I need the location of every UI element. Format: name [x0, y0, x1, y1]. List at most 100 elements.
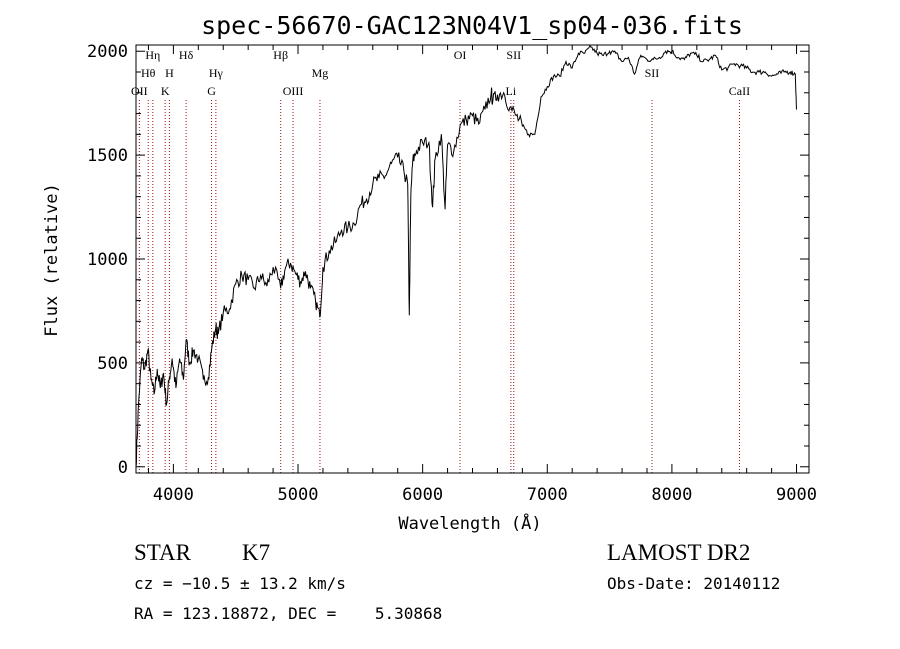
- spectrum-point: [189, 362, 190, 364]
- spectrum-point: [156, 368, 158, 370]
- spectrum-data: [135, 44, 797, 468]
- spectrum-point: [222, 312, 224, 314]
- spectrum-point: [359, 204, 361, 206]
- spectrum-point: [447, 144, 448, 146]
- spectrum-point: [175, 387, 177, 389]
- spectrum-point: [789, 71, 791, 73]
- spectrum-point: [285, 266, 286, 268]
- spectrum-point: [453, 150, 455, 152]
- spectrum-point: [740, 65, 741, 67]
- spectrum-point: [422, 142, 424, 144]
- spectrum-point: [665, 50, 667, 52]
- spectrum-point: [241, 275, 243, 277]
- spectrum-point: [640, 54, 642, 56]
- spectrum-point: [432, 206, 434, 208]
- chart-title: spec-56670-GAC123N04V1_sp04-036.fits: [201, 11, 743, 40]
- spectrum-point: [794, 73, 796, 75]
- spectrum-point: [553, 75, 554, 77]
- spectrum-point: [407, 183, 409, 185]
- x-tick-label: 7000: [527, 485, 568, 505]
- x-axis-label: Wavelength (Å): [398, 512, 541, 534]
- spectrum-point: [207, 377, 209, 378]
- line-label-5: Hδ: [179, 48, 194, 62]
- line-label-14: SII: [645, 66, 660, 80]
- spectrum-point: [150, 379, 152, 380]
- spectrum-point: [584, 52, 586, 54]
- spectrum-point: [721, 69, 723, 71]
- spectrum-point: [229, 308, 230, 310]
- spectrum-point: [615, 52, 617, 54]
- spectrum-point: [410, 196, 412, 198]
- spectral-line-markers: OII Hθ Hη KH Hδ G Hγ Hβ OIII Mg OI Li SII SII CaII: [131, 48, 750, 473]
- line-label-1: Hθ: [141, 66, 156, 80]
- spectrum-point: [492, 100, 494, 102]
- spectrum-point: [727, 67, 729, 69]
- spectrum-point: [521, 125, 523, 127]
- spectrum-point: [696, 54, 698, 56]
- spectrum-point: [403, 171, 405, 173]
- spectrum-point: [295, 273, 296, 274]
- spectrum-point: [347, 227, 349, 229]
- spectrum-point: [627, 57, 629, 58]
- spectrum-point: [290, 262, 291, 264]
- y-tick-label: 1500: [87, 146, 128, 166]
- line-label-13: SII: [506, 48, 521, 62]
- spectrum-point: [171, 358, 173, 360]
- spectrum-point: [217, 333, 219, 335]
- spectrum-point: [540, 96, 542, 98]
- line-label-10: Mg: [312, 66, 329, 80]
- spectrum-point: [465, 119, 467, 121]
- spectrum-point: [169, 377, 170, 378]
- spectrum-point: [677, 57, 679, 58]
- spectrum-point: [777, 73, 779, 75]
- spectrum-point: [715, 54, 716, 56]
- spectrum-point: [353, 223, 355, 225]
- spectrum-point: [515, 115, 517, 117]
- line-label-7: Hγ: [209, 66, 224, 80]
- spectrum-point: [796, 109, 797, 110]
- spectrum-point: [253, 287, 255, 289]
- spectrum-line: [135, 44, 797, 467]
- line-label-15: CaII: [729, 84, 750, 98]
- x-tick-label: 9000: [776, 485, 817, 505]
- spectrum-point: [335, 241, 336, 243]
- obs-date: Obs-Date: 20140112: [607, 574, 780, 593]
- spectrum-point: [652, 59, 654, 60]
- redshift-text: cz = −10.5 ± 13.2 km/s: [134, 574, 346, 593]
- axes: 4000 5000 6000 7000 8000 9000 0 500 1000 1500 2000: [87, 42, 817, 505]
- spectrum-point: [683, 59, 685, 60]
- spectrum-point: [159, 387, 161, 389]
- spectrum-point: [310, 287, 311, 289]
- spectrum-point: [408, 314, 410, 316]
- spectrum-point: [459, 125, 461, 127]
- y-tick-label: 500: [97, 354, 128, 374]
- spectrum-point: [266, 285, 268, 287]
- spectrum-point: [319, 316, 321, 318]
- line-label-3: K: [161, 84, 170, 98]
- spectrum-point: [497, 94, 498, 96]
- spectrum-point: [166, 404, 167, 405]
- spectrum-point: [752, 71, 754, 73]
- spectrum-point: [300, 281, 301, 283]
- y-tick-label: 1000: [87, 250, 128, 270]
- spectrum-point: [163, 372, 164, 374]
- spectrum-point: [490, 92, 492, 94]
- spectrum-point: [391, 163, 392, 164]
- spectrum-point: [602, 54, 604, 56]
- spectrum-point: [372, 183, 374, 185]
- spectrum-point: [621, 61, 623, 63]
- spectrum-point: [659, 57, 660, 58]
- spectrum-point: [708, 59, 710, 60]
- plot-frame: [135, 44, 810, 474]
- x-tick-label: 6000: [402, 485, 443, 505]
- x-tick-label: 8000: [651, 485, 692, 505]
- spectrum-point: [509, 106, 511, 108]
- spectrum-point: [211, 345, 213, 347]
- spectrum-point: [690, 52, 692, 54]
- spectrum-point: [764, 71, 766, 73]
- spectrum-point: [315, 300, 316, 301]
- spectrum-point: [733, 63, 735, 65]
- y-tick-label: 2000: [87, 42, 128, 62]
- spectrum-point: [141, 358, 143, 360]
